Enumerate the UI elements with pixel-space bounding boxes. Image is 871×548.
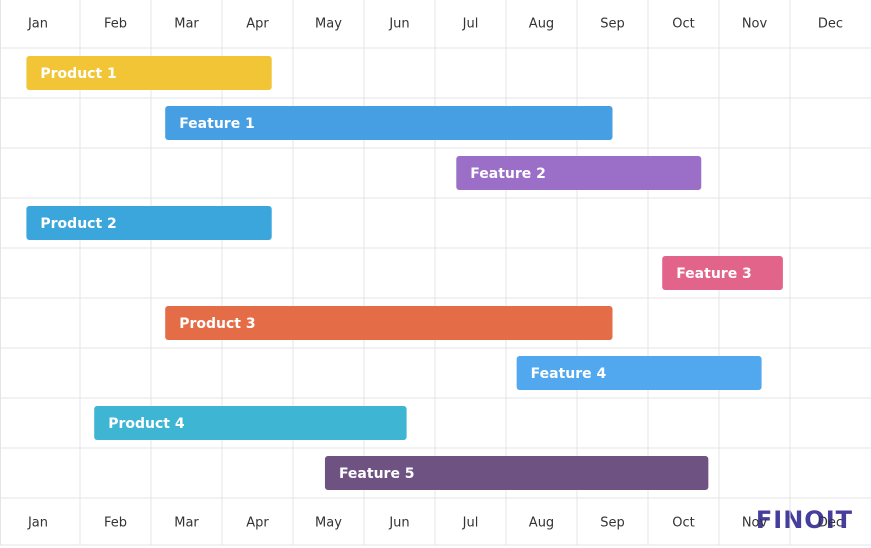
task-label: Product 3 (179, 316, 255, 332)
month-label: Oct (672, 17, 694, 32)
month-label: Jul (462, 516, 479, 531)
month-label: Feb (104, 17, 127, 32)
logo: FINOIT (756, 506, 853, 534)
task-bar (165, 106, 613, 140)
month-label: Jun (388, 516, 409, 531)
task-bar (516, 356, 762, 390)
month-label: Apr (246, 516, 269, 531)
task-label: Feature 4 (531, 366, 607, 382)
task-bar (26, 206, 272, 240)
month-label: Nov (742, 516, 768, 531)
month-label: Jan (27, 516, 48, 531)
task-bar (26, 56, 272, 90)
task-bar (94, 406, 407, 440)
month-label: Jan (27, 17, 48, 32)
task-label: Feature 2 (470, 166, 546, 182)
month-label: Apr (246, 17, 269, 32)
month-label: Aug (529, 516, 554, 531)
month-label: Jul (462, 17, 479, 32)
task-label: Product 1 (40, 66, 116, 82)
month-label: Dec (818, 516, 843, 531)
task-label: Feature 3 (676, 266, 752, 282)
month-label: Feb (104, 516, 127, 531)
task-bar (165, 306, 613, 340)
task-bar (662, 256, 783, 290)
task-bar (324, 456, 709, 490)
month-label: Dec (818, 17, 843, 32)
task-bar (456, 156, 702, 190)
month-label: Sep (600, 17, 625, 32)
month-label: Nov (742, 17, 768, 32)
task-label: Product 4 (108, 416, 185, 432)
month-label: Jun (388, 17, 409, 32)
month-label: Aug (529, 17, 554, 32)
task-label: Feature 5 (339, 466, 415, 482)
month-label: Mar (174, 516, 199, 531)
month-label: Oct (672, 516, 694, 531)
month-label: Sep (600, 516, 625, 531)
month-label: Mar (174, 17, 199, 32)
month-label: May (315, 17, 342, 32)
task-label: Product 2 (40, 216, 116, 232)
month-label: May (315, 516, 342, 531)
task-label: Feature 1 (179, 116, 255, 132)
